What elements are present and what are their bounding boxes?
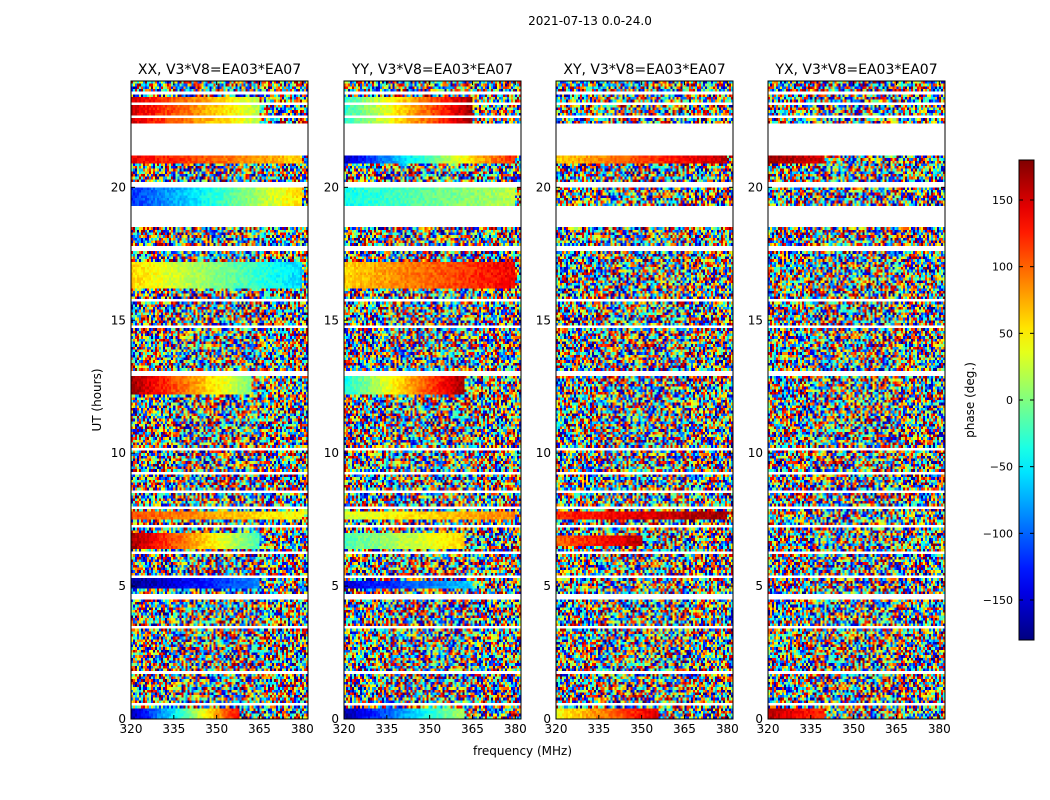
- x-tick-label: 380: [928, 722, 951, 736]
- panel-title: XX, V3*V8=EA03*EA07: [138, 62, 301, 78]
- x-tick-label: 320: [120, 722, 143, 736]
- colorbar-tick-label: 50: [999, 327, 1013, 340]
- x-tick-label: 320: [757, 722, 780, 736]
- x-tick-label: 365: [885, 722, 908, 736]
- panel-frame: [767, 80, 946, 720]
- y-tick-label: 5: [118, 579, 126, 593]
- heatmap-yx: [768, 81, 945, 719]
- y-tick-label: 15: [536, 313, 551, 327]
- y-tick-label: 15: [111, 313, 126, 327]
- x-tick-label: 335: [799, 722, 822, 736]
- y-tick-label: 10: [111, 446, 126, 460]
- x-tick-label: 320: [333, 722, 356, 736]
- y-tick-label: 5: [543, 579, 551, 593]
- panel-title: YX, V3*V8=EA03*EA07: [774, 62, 937, 78]
- x-axis-label: frequency (MHz): [473, 744, 572, 758]
- x-tick-label: 380: [504, 722, 527, 736]
- panel-yy: YY, V3*V8=EA03*EA07 320 335 350 365 380 0 5 10 15…: [324, 62, 527, 736]
- x-tick-label: 350: [842, 722, 865, 736]
- x-tick-label: 320: [545, 722, 568, 736]
- x-tick-label: 350: [205, 722, 228, 736]
- x-tick-label: 380: [291, 722, 314, 736]
- colorbar-label: phase (deg.): [963, 362, 977, 438]
- colorbar-tick-label: −50: [990, 461, 1013, 474]
- heatmap-xx: [131, 81, 308, 719]
- panel-title: XY, V3*V8=EA03*EA07: [563, 62, 725, 78]
- colorbar-tick-label: 0: [1006, 394, 1013, 407]
- panel-frame: [343, 80, 522, 720]
- colorbar-tick-label: −100: [983, 527, 1013, 540]
- panel-frame: [130, 80, 309, 720]
- x-tick-label: 350: [418, 722, 441, 736]
- y-tick-label: 20: [748, 180, 763, 194]
- colorbar: −150 −100 −50 0 50 100 150 phase (deg.): [963, 159, 1035, 641]
- x-tick-label: 365: [248, 722, 271, 736]
- x-tick-label: 335: [162, 722, 185, 736]
- y-tick-label: 15: [324, 313, 339, 327]
- y-tick-label: 20: [536, 180, 551, 194]
- x-tick-label: 350: [630, 722, 653, 736]
- y-tick-label: 20: [324, 180, 339, 194]
- panel-frame: [555, 80, 734, 720]
- y-tick-label: 5: [755, 579, 763, 593]
- y-tick-label: 0: [755, 712, 763, 726]
- y-tick-label: 0: [118, 712, 126, 726]
- panel-xx: XX, V3*V8=EA03*EA07 320 335 350 365 380 0 5 10 15…: [111, 62, 314, 736]
- x-tick-label: 365: [673, 722, 696, 736]
- y-tick-label: 15: [748, 313, 763, 327]
- y-tick-label: 20: [111, 180, 126, 194]
- x-tick-label: 380: [716, 722, 739, 736]
- y-tick-label: 0: [543, 712, 551, 726]
- y-tick-label: 10: [536, 446, 551, 460]
- y-axis-label: UT (hours): [90, 368, 104, 431]
- x-tick-label: 365: [461, 722, 484, 736]
- panel-yx: YX, V3*V8=EA03*EA07 320 335 350 365 380 0 5 10 15…: [748, 62, 951, 736]
- y-tick-label: 5: [331, 579, 339, 593]
- heatmap-yy: [344, 81, 521, 719]
- panel-xy: XY, V3*V8=EA03*EA07 320 335 350 365 380 0 5 10 15…: [536, 62, 739, 736]
- figure-suptitle: 2021-07-13 0.0-24.0: [528, 14, 652, 28]
- y-tick-label: 0: [331, 712, 339, 726]
- heatmap-xy: [556, 81, 733, 719]
- x-tick-label: 335: [587, 722, 610, 736]
- y-tick-label: 10: [748, 446, 763, 460]
- colorbar-tick-label: 150: [992, 194, 1013, 207]
- colorbar-tick-label: 100: [992, 261, 1013, 274]
- y-tick-label: 10: [324, 446, 339, 460]
- x-tick-label: 335: [375, 722, 398, 736]
- panel-title: YY, V3*V8=EA03*EA07: [351, 62, 513, 78]
- colorbar-tick-label: −150: [983, 594, 1013, 607]
